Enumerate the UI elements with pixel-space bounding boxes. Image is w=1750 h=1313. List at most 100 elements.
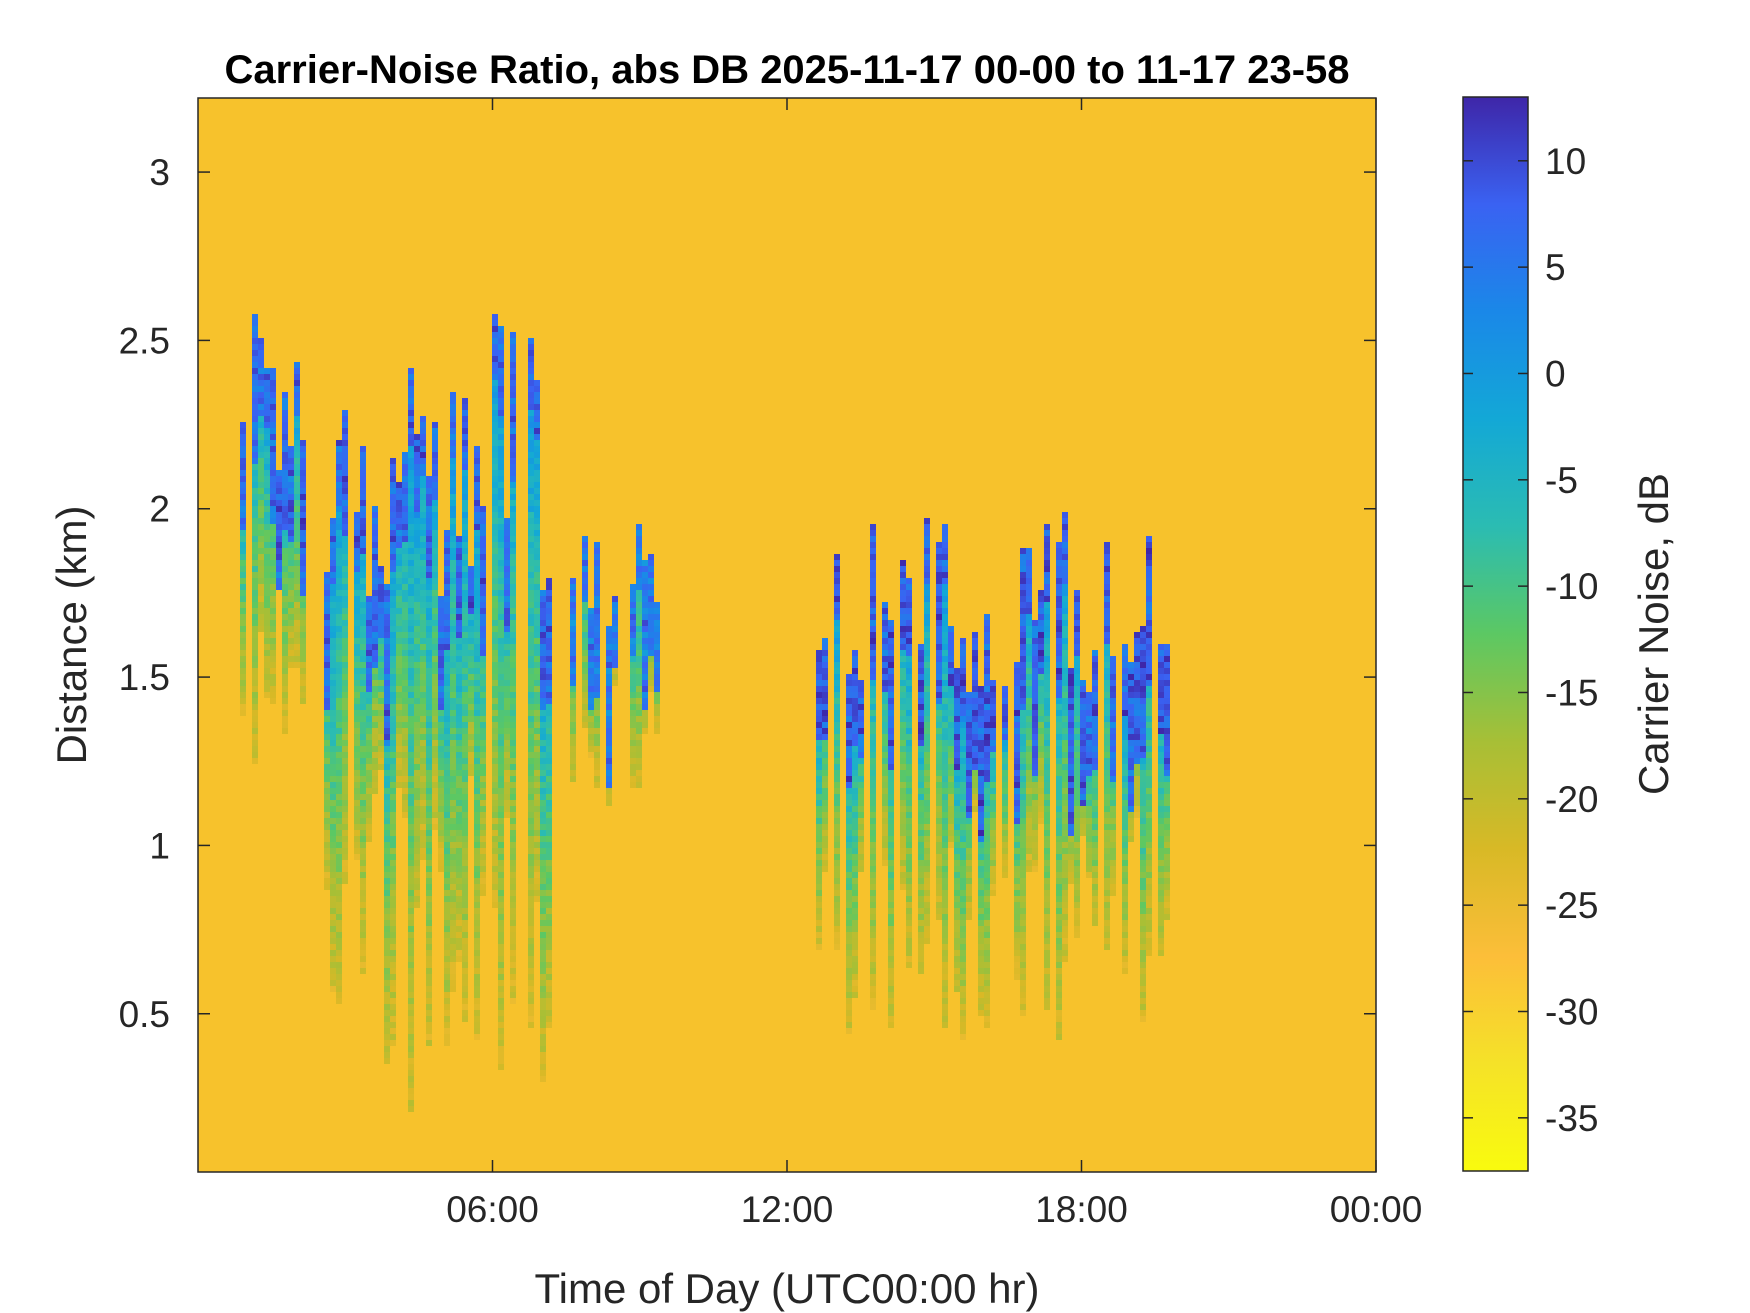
heatmap-cell	[252, 752, 258, 758]
heatmap-cell	[948, 830, 954, 836]
heatmap-cell	[960, 848, 966, 854]
heatmap-cell	[924, 920, 930, 926]
heatmap-cell	[882, 746, 888, 752]
heatmap-cell	[360, 644, 366, 650]
heatmap-cell	[510, 752, 516, 758]
heatmap-cell	[870, 668, 876, 674]
heatmap-cell	[984, 1016, 990, 1022]
heatmap-cell	[852, 860, 858, 866]
heatmap-cell	[390, 1010, 396, 1016]
heatmap-cell	[918, 812, 924, 818]
heatmap-cell	[360, 848, 366, 854]
heatmap-cell	[474, 710, 480, 716]
heatmap-cell	[882, 650, 888, 656]
heatmap-cell	[504, 662, 510, 668]
heatmap-cell	[282, 434, 288, 440]
heatmap-cell	[492, 704, 498, 710]
heatmap-cell	[960, 890, 966, 896]
heatmap-cell	[954, 782, 960, 788]
heatmap-cell	[816, 776, 822, 782]
heatmap-cell	[270, 500, 276, 506]
heatmap-cell	[396, 782, 402, 788]
heatmap-cell	[432, 674, 438, 680]
heatmap-cell	[438, 614, 444, 620]
heatmap-cell	[816, 650, 822, 656]
heatmap-cell	[972, 704, 978, 710]
heatmap-cell	[396, 626, 402, 632]
heatmap-cell	[252, 620, 258, 626]
heatmap-cell	[816, 704, 822, 710]
heatmap-cell	[300, 452, 306, 458]
heatmap-cell	[426, 884, 432, 890]
heatmap-cell	[978, 746, 984, 752]
heatmap-cell	[954, 686, 960, 692]
heatmap-cell	[474, 968, 480, 974]
heatmap-cell	[498, 656, 504, 662]
heatmap-cell	[462, 1004, 468, 1010]
heatmap-cell	[390, 746, 396, 752]
heatmap-cell	[972, 632, 978, 638]
heatmap-cell	[480, 752, 486, 758]
heatmap-cell	[330, 554, 336, 560]
heatmap-cell	[414, 644, 420, 650]
heatmap-cell	[534, 434, 540, 440]
heatmap-cell	[834, 806, 840, 812]
heatmap-cell	[360, 476, 366, 482]
heatmap-cell	[606, 740, 612, 746]
heatmap-cell	[594, 650, 600, 656]
heatmap-cell	[1020, 860, 1026, 866]
heatmap-cell	[324, 608, 330, 614]
heatmap-cell	[540, 1034, 546, 1040]
heatmap-cell	[978, 704, 984, 710]
heatmap-cell	[546, 722, 552, 728]
heatmap-cell	[354, 782, 360, 788]
heatmap-cell	[1014, 722, 1020, 728]
heatmap-cell	[426, 692, 432, 698]
heatmap-cell	[402, 584, 408, 590]
heatmap-cell	[984, 770, 990, 776]
heatmap-cell	[360, 734, 366, 740]
heatmap-cell	[264, 668, 270, 674]
heatmap-cell	[336, 482, 342, 488]
heatmap-cell	[942, 908, 948, 914]
heatmap-cell	[432, 596, 438, 602]
heatmap-cell	[924, 842, 930, 848]
heatmap-cell	[276, 476, 282, 482]
heatmap-cell	[402, 776, 408, 782]
heatmap-cell	[414, 602, 420, 608]
heatmap-cell	[354, 758, 360, 764]
heatmap-cell	[1020, 734, 1026, 740]
heatmap-cell	[504, 548, 510, 554]
heatmap-cell	[342, 548, 348, 554]
heatmap-cell	[252, 722, 258, 728]
heatmap-cell	[324, 782, 330, 788]
heatmap-cell	[978, 926, 984, 932]
heatmap-cell	[414, 878, 420, 884]
heatmap-cell	[378, 758, 384, 764]
heatmap-cell	[888, 716, 894, 722]
heatmap-cell	[408, 932, 414, 938]
heatmap-cell	[924, 824, 930, 830]
heatmap-cell	[330, 608, 336, 614]
heatmap-cell	[432, 584, 438, 590]
heatmap-cell	[390, 518, 396, 524]
heatmap-cell	[1032, 644, 1038, 650]
heatmap-cell	[474, 614, 480, 620]
heatmap-cell	[336, 494, 342, 500]
heatmap-cell	[942, 920, 948, 926]
heatmap-cell	[966, 854, 972, 860]
heatmap-cell	[342, 776, 348, 782]
heatmap-cell	[462, 428, 468, 434]
heatmap-cell	[450, 770, 456, 776]
heatmap-cell	[420, 428, 426, 434]
heatmap-cell	[648, 602, 654, 608]
heatmap-cell	[336, 530, 342, 536]
heatmap-cell	[582, 704, 588, 710]
heatmap-cell	[330, 842, 336, 848]
heatmap-cell	[1020, 746, 1026, 752]
heatmap-cell	[990, 824, 996, 830]
heatmap-cell	[438, 806, 444, 812]
heatmap-cell	[990, 842, 996, 848]
heatmap-cell	[372, 776, 378, 782]
heatmap-cell	[570, 704, 576, 710]
